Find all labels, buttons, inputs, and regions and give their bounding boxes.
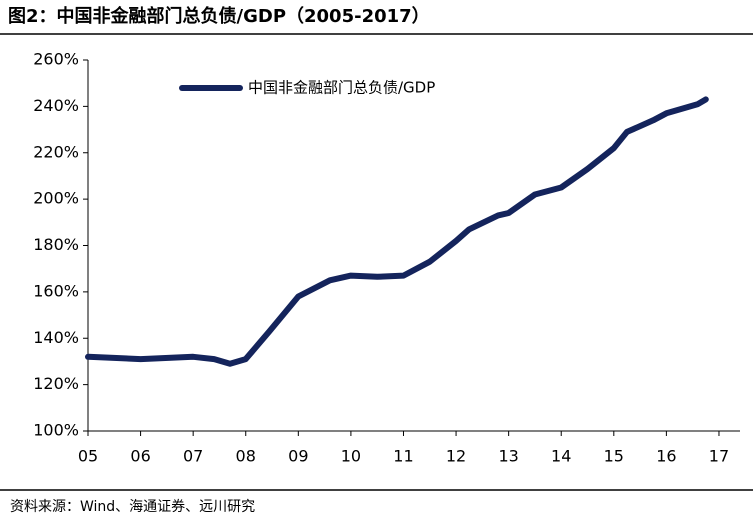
chart-title: 图2：中国非金融部门总负债/GDP（2005-2017） (8, 5, 430, 27)
x-tick-label: 07 (183, 447, 203, 466)
x-tick-label: 05 (78, 447, 98, 466)
x-tick-label: 10 (341, 447, 361, 466)
y-tick-label: 100% (33, 421, 79, 440)
y-tick-label: 200% (33, 189, 79, 208)
y-tick-label: 240% (33, 96, 79, 115)
x-tick-label: 15 (604, 447, 624, 466)
y-tick-label: 260% (33, 50, 79, 69)
y-tick-label: 140% (33, 328, 79, 347)
legend-label: 中国非金融部门总负债/GDP (248, 79, 435, 97)
x-tick-label: 17 (709, 447, 729, 466)
y-tick-label: 160% (33, 281, 79, 300)
x-tick-label: 11 (393, 447, 413, 466)
x-tick-label: 06 (130, 447, 150, 466)
x-tick-label: 08 (236, 447, 256, 466)
x-tick-label: 12 (446, 447, 466, 466)
x-tick-label: 16 (656, 447, 676, 466)
y-tick-label: 120% (33, 374, 79, 393)
y-tick-label: 220% (33, 142, 79, 161)
x-tick-label: 14 (551, 447, 571, 466)
data-line (85, 96, 709, 367)
x-tick-label: 09 (288, 447, 308, 466)
source-note: 资料来源：Wind、海通证券、远川研究 (10, 499, 255, 515)
y-tick-label: 180% (33, 235, 79, 254)
x-tick-label: 13 (498, 447, 518, 466)
